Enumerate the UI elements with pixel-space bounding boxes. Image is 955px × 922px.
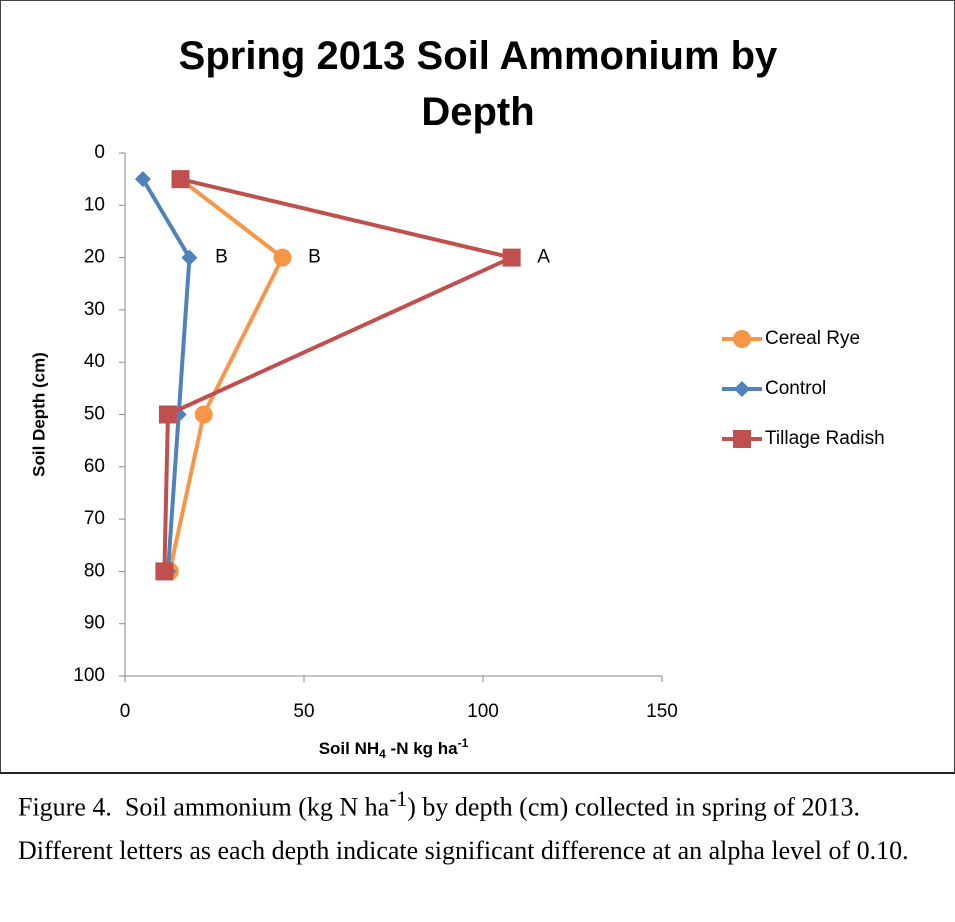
legend-label: Control: [765, 378, 826, 399]
marker: [171, 170, 190, 189]
series-line: [167, 177, 285, 572]
marker: [733, 330, 751, 348]
y-axis-label: Soil Depth (cm): [29, 352, 48, 477]
y-tick-label: 0: [94, 142, 105, 163]
marker: [181, 249, 198, 266]
series-line: [162, 177, 514, 572]
y-tick-label: 20: [84, 247, 105, 268]
chart: 0 10 20 30 40 50 60 70 80 90 100 0 50 100 150 Soil Dept…: [29, 142, 885, 761]
x-axis-label: Soil NH4 -N kg ha-1: [319, 736, 469, 761]
caption-text: Figure 4. Soil ammonium (kg N ha: [18, 792, 390, 822]
x-axis-label-part: -1: [458, 736, 469, 750]
annotation: A: [537, 247, 550, 268]
y-tick-label: 10: [84, 194, 105, 215]
chart-title: Spring 2013 Soil Ammonium by Depth: [178, 34, 778, 134]
series-line: [141, 178, 192, 572]
caption: Figure 4. Soil ammonium (kg N ha-1) by d…: [18, 778, 953, 872]
legend-item: Cereal Rye: [722, 328, 860, 349]
y-tick-label: 60: [84, 456, 105, 477]
x-tick-label: 0: [120, 701, 131, 722]
x-tick-label: 50: [293, 701, 314, 722]
marker: [158, 405, 177, 424]
y-tick-label: 70: [84, 508, 105, 529]
marker: [733, 430, 751, 448]
marker: [273, 248, 292, 267]
caption-text: ) by depth (cm) collected in spring of 2…: [18, 792, 909, 865]
y-tick-label: 90: [84, 613, 105, 634]
y-tick-label: 50: [84, 404, 105, 425]
x-axis-label-part: Soil NH: [319, 739, 379, 758]
marker: [734, 381, 750, 397]
y-tick-label: 80: [84, 560, 105, 581]
annotation: B: [308, 247, 321, 268]
marker: [155, 562, 174, 581]
y-tick-label: 40: [84, 351, 105, 372]
legend-label: Tillage Radish: [765, 428, 885, 449]
x-tick-label: 150: [646, 701, 678, 722]
marker: [194, 405, 213, 424]
marker: [134, 171, 151, 188]
legend-item: Control: [722, 378, 826, 399]
legend-label: Cereal Rye: [765, 328, 860, 349]
x-tick-label: 100: [467, 701, 499, 722]
marker: [502, 248, 521, 267]
y-tick-label: 30: [84, 299, 105, 320]
x-axis-label-part: 4: [379, 747, 386, 761]
x-axis-label-part: -N kg ha: [386, 739, 458, 758]
annotation: B: [215, 247, 228, 268]
legend-item: Tillage Radish: [722, 428, 885, 449]
caption-superscript: -1: [389, 787, 408, 811]
y-tick-label: 100: [73, 665, 105, 686]
